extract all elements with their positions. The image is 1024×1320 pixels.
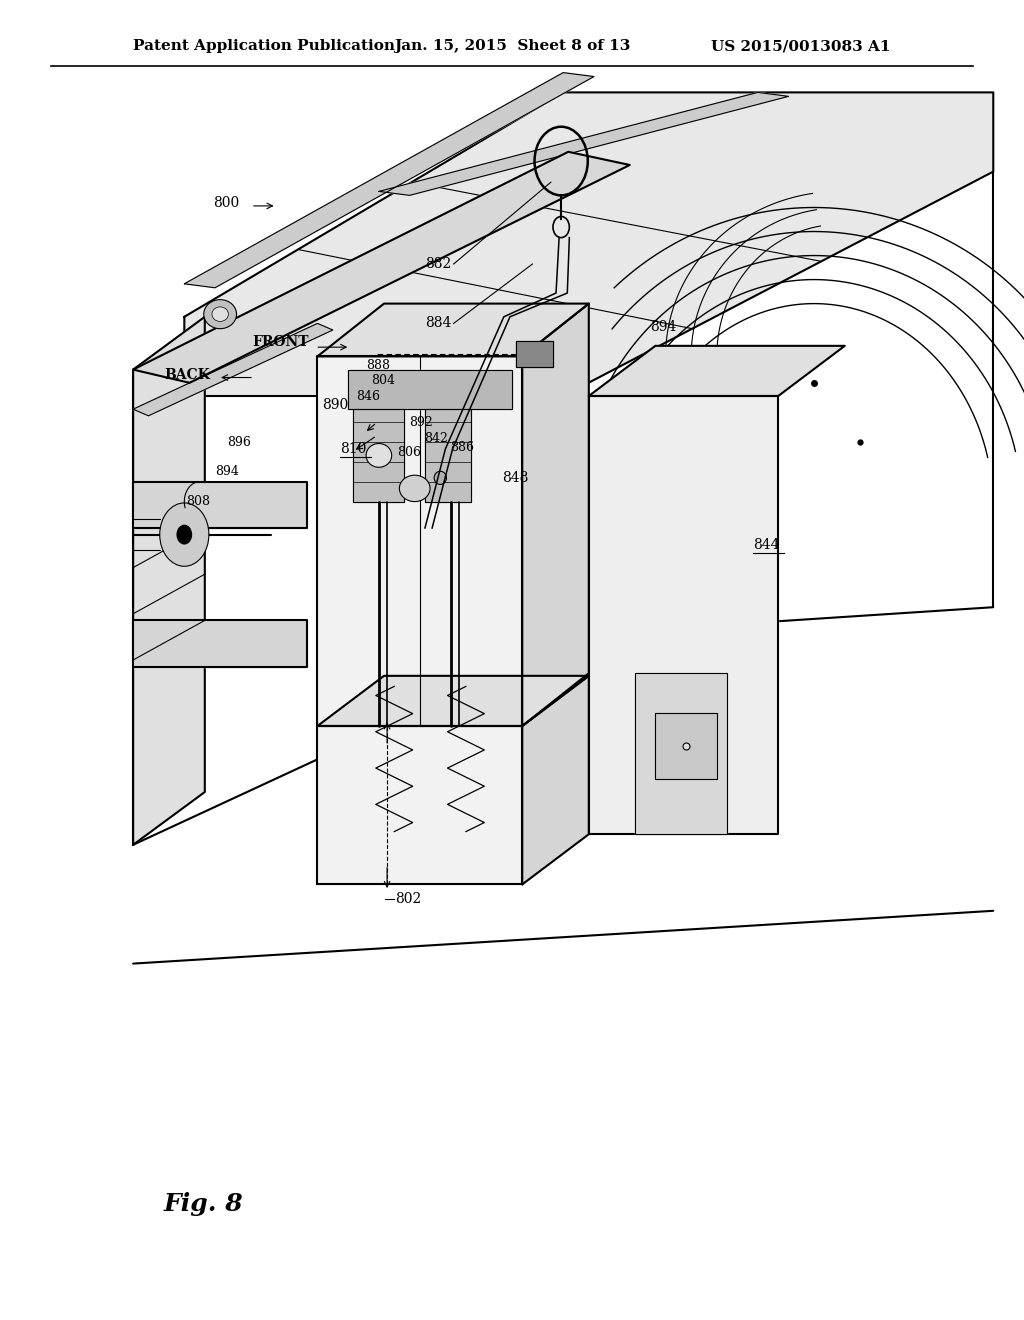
Polygon shape — [379, 92, 788, 195]
Ellipse shape — [212, 306, 228, 321]
Polygon shape — [317, 356, 522, 726]
Text: 884: 884 — [425, 317, 452, 330]
Polygon shape — [184, 73, 594, 288]
Text: 842: 842 — [424, 432, 447, 445]
Ellipse shape — [399, 475, 430, 502]
Text: 844: 844 — [753, 539, 779, 552]
Polygon shape — [133, 323, 333, 416]
Text: FRONT: FRONT — [253, 335, 309, 348]
Polygon shape — [522, 304, 589, 726]
Text: 804: 804 — [371, 374, 394, 387]
Polygon shape — [133, 482, 307, 528]
Text: 802: 802 — [395, 892, 422, 906]
Text: 886: 886 — [451, 441, 474, 454]
Polygon shape — [348, 370, 512, 409]
Text: 892: 892 — [410, 416, 433, 429]
Polygon shape — [353, 409, 404, 502]
Ellipse shape — [434, 471, 446, 484]
Text: Patent Application Publication: Patent Application Publication — [133, 40, 395, 53]
Polygon shape — [133, 152, 630, 383]
Polygon shape — [317, 676, 589, 726]
Polygon shape — [317, 726, 522, 884]
Polygon shape — [635, 673, 727, 834]
Text: US 2015/0013083 A1: US 2015/0013083 A1 — [712, 40, 891, 53]
Text: 808: 808 — [186, 495, 210, 508]
Polygon shape — [522, 676, 589, 884]
Text: 810: 810 — [340, 442, 367, 455]
Text: 894: 894 — [650, 321, 677, 334]
Text: 882: 882 — [425, 257, 452, 271]
Polygon shape — [655, 713, 717, 779]
Polygon shape — [589, 396, 778, 834]
Text: 888: 888 — [367, 359, 390, 372]
Ellipse shape — [367, 444, 391, 467]
Text: 800: 800 — [213, 197, 240, 210]
Polygon shape — [589, 346, 845, 396]
Polygon shape — [133, 620, 307, 667]
Text: 806: 806 — [397, 446, 421, 459]
Text: 846: 846 — [356, 389, 380, 403]
Polygon shape — [317, 304, 589, 356]
Circle shape — [177, 525, 191, 544]
Text: Fig. 8: Fig. 8 — [164, 1192, 244, 1216]
Polygon shape — [425, 409, 471, 502]
Ellipse shape — [204, 300, 237, 329]
Text: 848: 848 — [502, 471, 528, 484]
Polygon shape — [133, 317, 205, 845]
Text: Jan. 15, 2015  Sheet 8 of 13: Jan. 15, 2015 Sheet 8 of 13 — [394, 40, 630, 53]
Polygon shape — [184, 92, 993, 396]
Circle shape — [160, 503, 209, 566]
Text: BACK: BACK — [164, 368, 210, 381]
Text: 890: 890 — [323, 399, 349, 412]
Text: 894: 894 — [215, 465, 239, 478]
Polygon shape — [516, 341, 553, 367]
Text: 896: 896 — [227, 436, 251, 449]
